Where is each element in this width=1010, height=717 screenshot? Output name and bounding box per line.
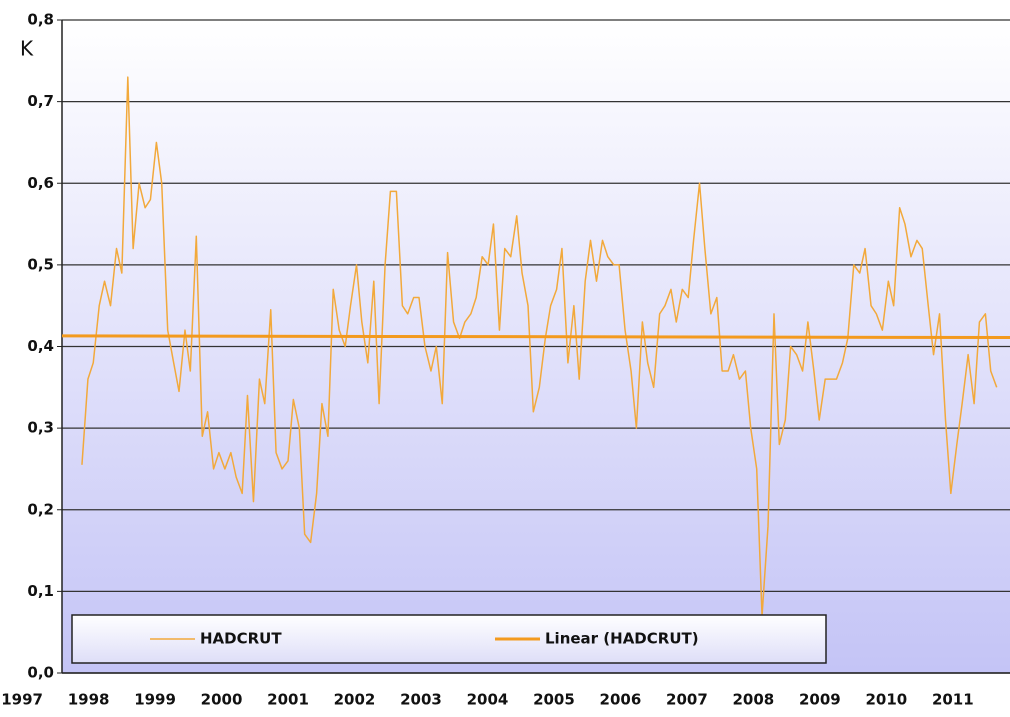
y-tick-label: 0,6	[27, 174, 54, 192]
x-tick-label: 1997	[1, 691, 43, 709]
x-tick-label: 2001	[267, 691, 309, 709]
series-line	[61, 334, 1010, 340]
series-line	[81, 76, 998, 617]
x-tick-label: 2007	[666, 691, 708, 709]
x-tick-label: 2008	[733, 691, 775, 709]
legend-label: HADCRUT	[200, 630, 282, 648]
y-tick-label: 0,7	[27, 92, 54, 110]
x-tick-label: 2000	[201, 691, 243, 709]
y-tick-label: 0,5	[27, 255, 54, 273]
x-tick-label: 2006	[600, 691, 642, 709]
y-tick-label: 0,0	[27, 664, 54, 682]
y-tick-label: 0,2	[27, 500, 54, 518]
x-tick-label: 2011	[932, 691, 974, 709]
legend-label: Linear (HADCRUT)	[545, 630, 699, 648]
x-tick-label: 2004	[467, 691, 509, 709]
x-tick-label: 1999	[134, 691, 176, 709]
y-tick-label: 0,4	[27, 337, 54, 355]
y-tick-label: 0,1	[27, 582, 54, 600]
y-tick-label: 0,3	[27, 419, 54, 437]
x-tick-label: 2005	[533, 691, 575, 709]
x-tick-label: 2002	[334, 691, 376, 709]
x-tick-label: 2010	[865, 691, 907, 709]
x-tick-label: 2009	[799, 691, 841, 709]
x-tick-label: 2003	[400, 691, 442, 709]
legend-box	[71, 614, 827, 664]
y-axis-label: K	[20, 37, 34, 61]
y-tick-label: 0,8	[27, 11, 54, 29]
x-tick-label: 1998	[68, 691, 110, 709]
